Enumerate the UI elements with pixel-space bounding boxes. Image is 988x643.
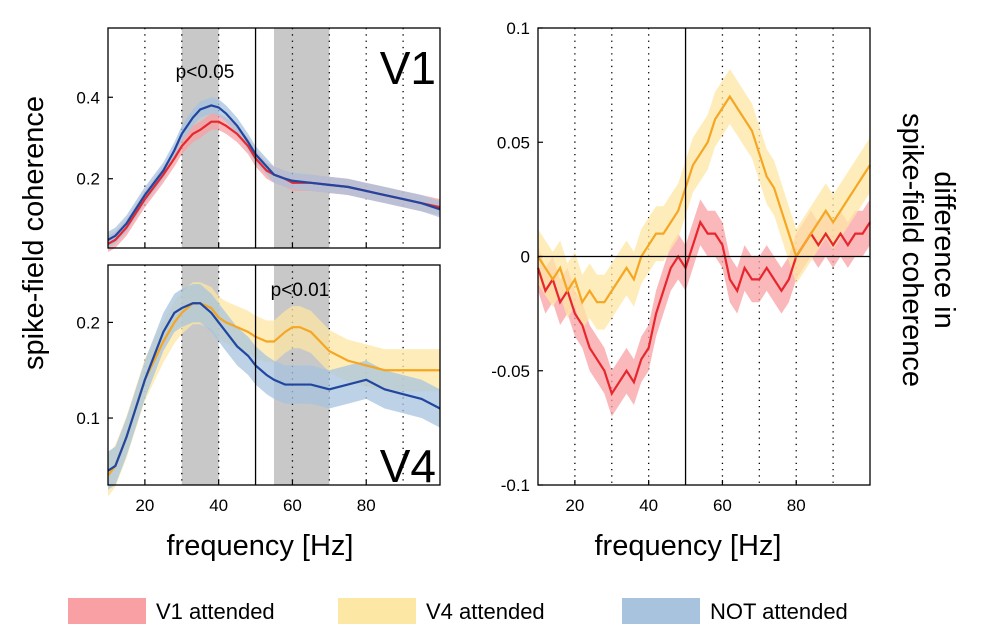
left-y-axis-label: spike-field coherence (18, 96, 50, 370)
ytick-label-v1-0: 0.2 (76, 170, 100, 189)
axes-frame-v4 (107, 264, 441, 486)
xtick-label-diff-0: 20 (565, 496, 584, 515)
legend-swatch-v1-attended (68, 598, 146, 624)
ytick-label-v4-0: 0.1 (76, 409, 100, 428)
xtick-label-diff-1: 40 (639, 496, 658, 515)
xtick-label-v4-0: 20 (135, 496, 154, 515)
line-diff-v4-attended (537, 94, 871, 305)
legend-label-not-attended: NOT attended (710, 599, 848, 624)
difference-panel: -0.1 -0.05 0 0.05 0.1 20 40 60 80 (491, 19, 871, 515)
ytick-label-v4-1: 0.2 (76, 313, 100, 332)
legend-swatch-not-attended (622, 598, 700, 624)
xtick-label-diff-3: 80 (787, 496, 806, 515)
line-v1-not-attended (107, 104, 441, 241)
v1-coherence-panel: 0.2 0.4 p<0.05 V1 (76, 27, 441, 253)
line-diff-v1-attended (536, 219, 871, 397)
panel-label-v1: V1 (380, 42, 436, 94)
band-v4-v4-attended (108, 282, 440, 497)
v4-coherence-panel: 0.1 0.2 20 40 60 80 p<0.01 V4 (76, 264, 441, 515)
significance-band-v1-1 (274, 28, 330, 248)
band-diff-v1-attended (538, 199, 870, 417)
xtick-label-v4-3: 80 (357, 496, 376, 515)
left-x-axis-label: frequency [Hz] (167, 530, 354, 562)
line-v4-not-attended (107, 302, 441, 472)
legend-label-v4-attended: V4 attended (426, 599, 545, 624)
xtick-label-v4-1: 40 (209, 496, 228, 515)
legend-label-v1-attended: V1 attended (156, 599, 275, 624)
xtick-label-v4-2: 60 (283, 496, 302, 515)
right-y-axis-label-line1: difference in (928, 171, 960, 328)
band-v1-not-attended (108, 97, 440, 248)
ytick-label-diff-0: -0.1 (501, 476, 530, 495)
panel-label-v4: V4 (380, 440, 436, 492)
axes-frame-v1 (107, 27, 441, 249)
legend-swatch-v4-attended (338, 598, 416, 624)
panel-annotation-v4: p<0.01 (271, 280, 330, 301)
legend: V1 attended V4 attended NOT attended (68, 598, 848, 624)
line-v4-v4-attended (107, 302, 440, 477)
ytick-label-diff-3: 0.05 (497, 133, 530, 152)
band-diff-v4-attended (538, 69, 870, 330)
panel-annotation-v1: p<0.05 (176, 62, 235, 83)
ytick-label-diff-4: 0.1 (506, 19, 530, 38)
ytick-label-diff-2: 0 (521, 248, 530, 267)
ytick-label-diff-1: -0.05 (491, 362, 530, 381)
xtick-label-diff-2: 60 (713, 496, 732, 515)
right-x-axis-label: frequency [Hz] (595, 530, 782, 562)
right-y-axis-label-line2: spike-field coherence (896, 113, 928, 387)
ytick-label-v1-1: 0.4 (76, 88, 100, 107)
band-v4-not-attended (108, 284, 440, 490)
